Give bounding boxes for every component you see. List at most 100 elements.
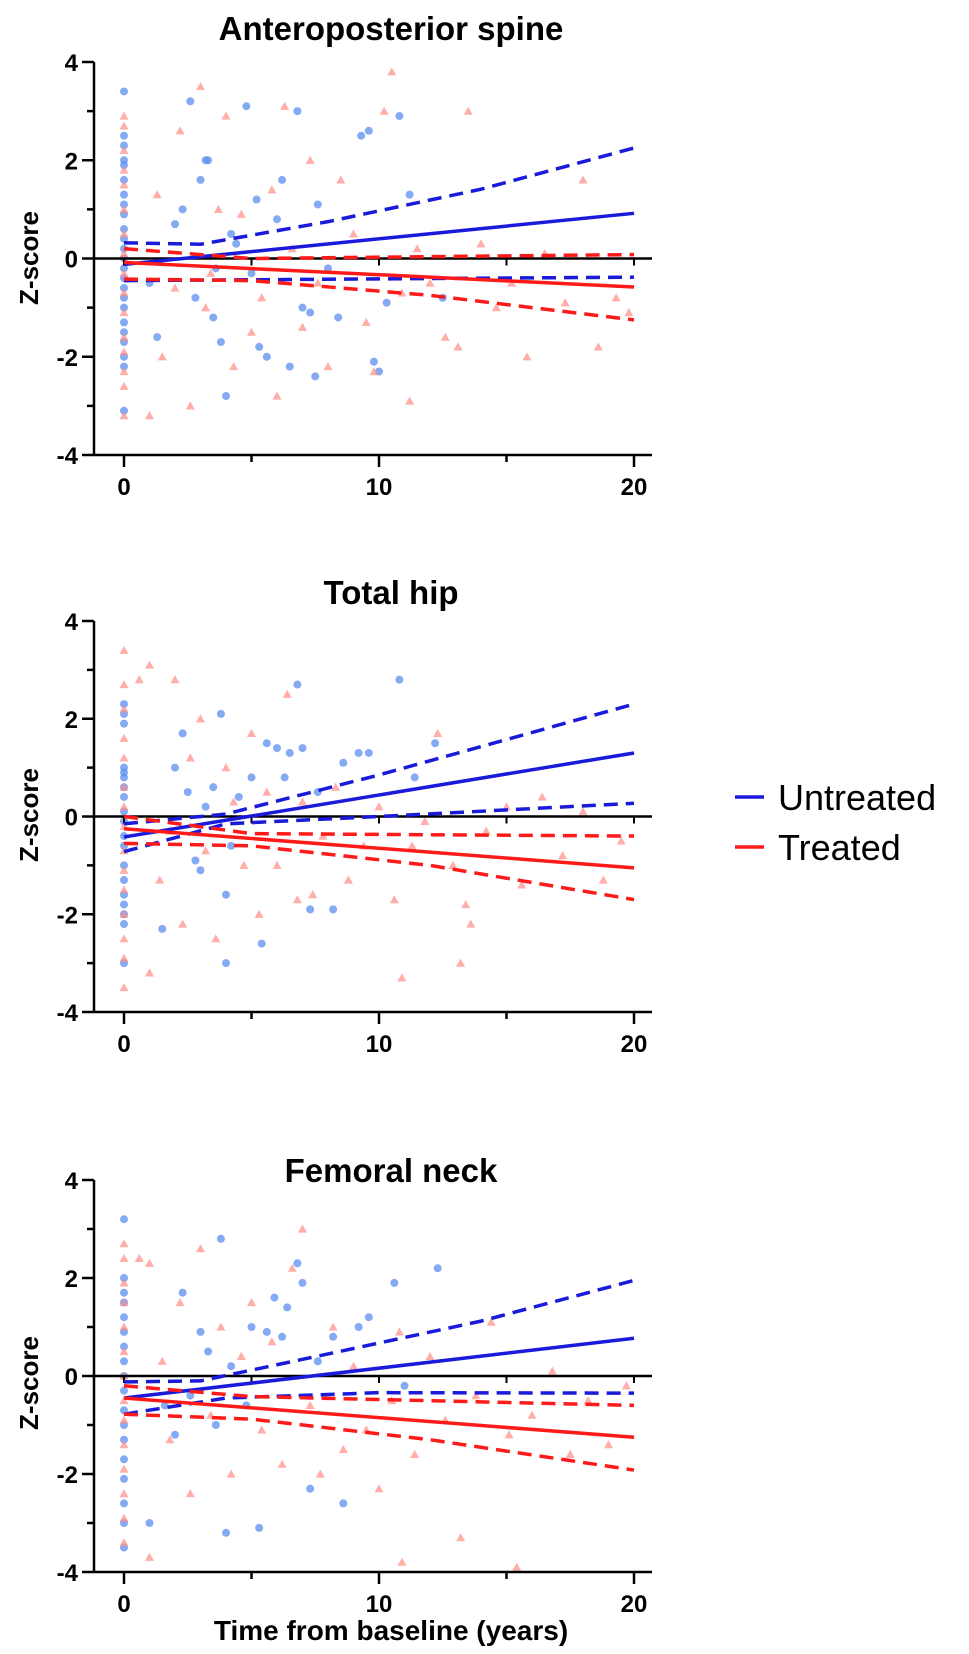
ci-upper-untreated xyxy=(123,1278,635,1384)
data-point-untreated xyxy=(313,1357,322,1366)
y-tick-label: 4 xyxy=(65,1168,79,1195)
data-point-treated xyxy=(119,1298,129,1307)
y-tick-label: -4 xyxy=(57,1000,79,1027)
data-point-untreated xyxy=(120,1435,128,1444)
data-point-treated xyxy=(119,680,129,689)
data-point-untreated xyxy=(120,920,128,929)
data-point-treated xyxy=(185,1489,195,1498)
y-tick-label: 0 xyxy=(65,805,78,832)
data-point-untreated xyxy=(285,362,294,371)
data-point-treated xyxy=(185,401,195,410)
data-point-treated xyxy=(119,145,129,155)
data-point-treated xyxy=(560,298,570,307)
data-point-untreated xyxy=(120,1455,128,1464)
data-point-treated xyxy=(476,239,486,248)
data-point-treated xyxy=(229,797,239,806)
data-point-untreated xyxy=(120,876,128,885)
data-point-treated xyxy=(410,1449,420,1458)
data-point-treated xyxy=(226,1469,236,1478)
data-point-treated xyxy=(425,278,435,287)
data-point-untreated xyxy=(120,1474,128,1483)
data-point-treated xyxy=(466,919,476,928)
data-point-untreated xyxy=(298,303,307,312)
data-point-treated xyxy=(221,763,231,772)
data-point-treated xyxy=(323,362,333,371)
data-point-untreated xyxy=(120,792,128,801)
data-point-treated xyxy=(254,909,264,918)
data-point-treated xyxy=(201,846,211,855)
data-point-treated xyxy=(257,1425,267,1434)
ci-lower-untreated xyxy=(123,1390,635,1416)
data-point-untreated xyxy=(405,190,414,199)
data-point-treated xyxy=(463,106,473,115)
data-point-treated xyxy=(369,366,379,376)
data-point-untreated xyxy=(306,308,315,317)
data-point-treated xyxy=(119,1489,129,1498)
data-point-treated xyxy=(119,121,129,130)
data-point-untreated xyxy=(390,1278,399,1287)
data-point-treated xyxy=(277,1459,287,1468)
data-point-treated xyxy=(389,895,399,904)
data-point-untreated xyxy=(120,141,128,150)
data-point-treated xyxy=(394,1327,404,1336)
data-point-untreated xyxy=(278,1332,287,1341)
data-point-untreated xyxy=(273,215,281,224)
data-point-treated xyxy=(119,1538,129,1547)
data-point-treated xyxy=(119,1440,129,1449)
data-point-treated xyxy=(433,728,443,738)
data-point-treated xyxy=(616,836,626,845)
fit-line-treated xyxy=(123,260,635,289)
data-point-untreated xyxy=(306,1484,315,1493)
data-point-treated xyxy=(272,391,282,400)
data-point-untreated xyxy=(153,333,162,342)
data-point-untreated xyxy=(120,303,128,312)
data-point-untreated xyxy=(178,205,187,214)
data-point-treated xyxy=(405,396,415,405)
data-point-treated xyxy=(119,1464,129,1473)
ci-lower-untreated xyxy=(123,275,635,283)
data-point-untreated xyxy=(354,1323,363,1331)
data-point-treated xyxy=(257,293,267,302)
data-point-untreated xyxy=(227,841,236,850)
data-point-treated xyxy=(313,278,323,287)
data-point-treated xyxy=(145,411,154,420)
data-point-untreated xyxy=(171,1430,179,1439)
data-point-untreated xyxy=(257,939,266,948)
data-point-untreated xyxy=(283,1303,292,1312)
data-point-treated xyxy=(119,934,129,943)
scatter-points xyxy=(119,1215,631,1571)
data-point-untreated xyxy=(232,239,241,248)
data-point-treated xyxy=(221,111,231,120)
data-point-treated xyxy=(517,880,527,889)
data-point-untreated xyxy=(209,313,218,322)
data-point-treated xyxy=(308,890,318,899)
x-tick-label: 0 xyxy=(117,474,130,501)
data-point-treated xyxy=(611,293,621,302)
data-point-treated xyxy=(119,1415,129,1424)
data-point-untreated xyxy=(255,1523,264,1532)
data-point-treated xyxy=(119,1278,129,1287)
legend-item-untreated: Untreated xyxy=(735,777,936,818)
data-point-treated xyxy=(236,1351,246,1360)
data-point-treated xyxy=(119,802,129,811)
data-point-treated xyxy=(165,1435,175,1444)
data-point-untreated xyxy=(431,739,440,748)
data-point-treated xyxy=(119,704,129,713)
data-point-untreated xyxy=(395,675,404,684)
data-point-untreated xyxy=(120,225,128,234)
data-point-treated xyxy=(287,1263,297,1272)
data-point-treated xyxy=(338,1445,348,1454)
axes: -4 -2 0 2 4 0 10 20 xyxy=(57,50,652,501)
legend-item-treated: Treated xyxy=(735,827,901,868)
data-point-treated xyxy=(152,190,162,199)
data-point-untreated xyxy=(262,352,271,361)
data-point-treated xyxy=(119,865,129,874)
data-point-treated xyxy=(298,322,307,331)
panel-anteroposterior-spine: Anteroposterior spine Z-score -4 -2 0 2 4 0 10… xyxy=(14,10,652,501)
data-point-treated xyxy=(397,1557,407,1566)
panel-femoral-neck: Femoral neck Z-score -4 -2 0 2 4 0 10 20 xyxy=(14,1152,652,1618)
data-point-treated xyxy=(305,1400,315,1409)
data-point-untreated xyxy=(204,156,213,165)
data-point-untreated xyxy=(120,200,128,209)
data-point-untreated xyxy=(120,1288,128,1297)
